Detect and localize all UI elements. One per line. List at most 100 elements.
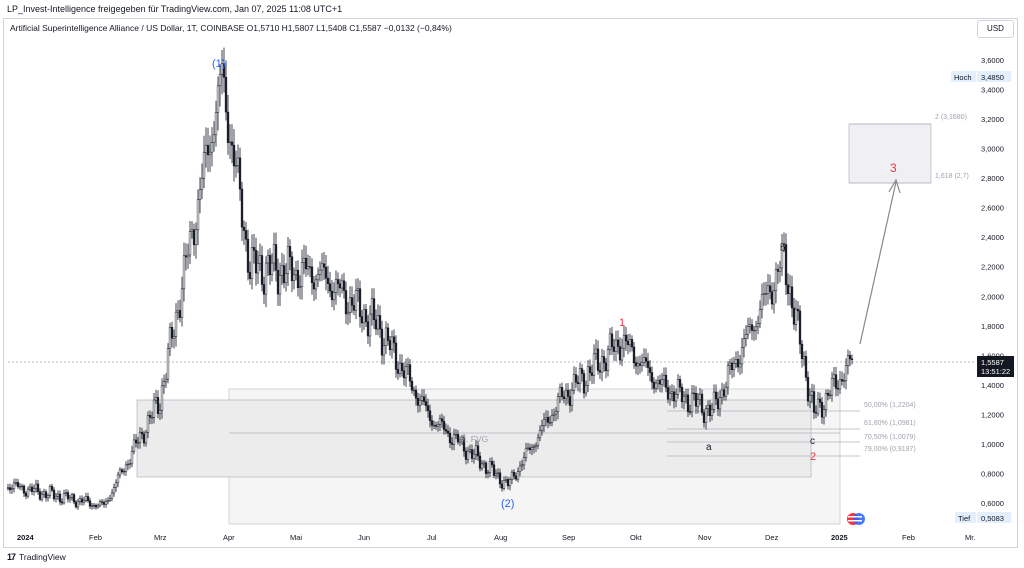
candle-body [680,386,684,402]
candle-body [316,274,320,281]
candle-body [160,385,164,411]
candle-body [50,486,54,491]
candle-body [572,374,576,391]
candle-body [432,424,436,427]
price-axis[interactable]: 3,6000 3,4000 3,2000 3,0000 2,8000 2,6000 2,40… [981,56,1004,508]
candle-body [756,323,760,328]
candle-body [714,391,718,400]
candle-body [92,504,96,507]
candle-body [694,393,698,407]
candle-body [840,379,844,382]
candle-body [296,269,300,288]
candle-body [284,273,288,284]
candle-body [90,505,94,507]
currency-button[interactable]: USD [977,20,1014,38]
wave-1-blue-label: (1) [212,58,225,70]
candle-body [820,401,824,418]
candle-body [8,487,12,491]
time-axis[interactable]: 2024 Feb Mrz Apr Mai Jun Jul Aug Sep Okt Nov Dez 202… [17,533,975,542]
price-tick-label: 1,8000 [981,322,1004,331]
candle-body [462,437,466,452]
candle-body [312,282,316,290]
candle-body [210,142,214,153]
candle-body [604,362,608,372]
price-tick-label: 1,6000 [981,351,1004,360]
candle-body [758,309,762,324]
candle-body [196,199,200,231]
candle-body [98,501,102,506]
candle-body [614,339,618,352]
candle-body [138,431,142,443]
candle-body [624,334,628,342]
low-label: Tief [958,514,971,523]
high-label: Hoch [954,73,972,82]
candle-body [814,412,818,414]
candle-body [566,390,570,397]
candle-body [150,417,154,419]
demand-zone [136,399,812,478]
candle-body [40,493,44,500]
candle-body [28,486,32,490]
candle-body [320,263,324,271]
candle-body [156,397,160,414]
candle-body [78,498,82,502]
candle-body [318,269,322,275]
candle-body [738,363,742,368]
candle-body [304,257,308,270]
candle-body [560,387,564,397]
candle-body [828,394,832,397]
candle-body [112,487,116,494]
fib-lines [229,123,931,457]
candle-body [790,286,794,309]
current-price-value: 1,5587 [981,358,1004,367]
candle-body [222,63,226,78]
time-tick-label: Apr [223,533,235,542]
candle-body [402,370,406,379]
candle-body [102,502,106,505]
candle-body [648,367,652,373]
candle-body [396,369,400,374]
candle-body [414,389,418,399]
candle-body [142,433,146,444]
candle-body [576,381,580,384]
candle-body [580,368,584,374]
candle-body [650,372,654,383]
candle-body [198,189,202,200]
candle-body [710,409,714,416]
candle-body [136,442,140,444]
candle-body [252,247,256,251]
candle-body [646,360,650,368]
candle-body [186,254,190,258]
high-value: 3,4850 [981,73,1004,82]
candle-body [180,288,184,318]
candle-body [368,313,372,337]
fvg-label: M. FVG [459,434,488,444]
candle-body [632,346,636,363]
time-tick-label: Jun [358,533,370,542]
time-tick-label: Dez [765,533,779,542]
candle-body [442,420,446,430]
candle-body [794,308,798,325]
candle-body [270,262,274,275]
symbol-ohlc-line: Artificial Superintelligence Alliance / … [10,23,452,33]
candle-body [752,329,756,332]
event-flag-icon[interactable] [847,513,865,525]
candle-body [792,307,796,325]
candle-body [666,387,670,400]
candle-body [740,347,744,365]
candle-body [372,298,376,321]
candle-body [598,370,602,373]
candle-body [618,346,622,361]
candle-body [558,387,562,397]
candle-body [682,395,686,402]
candle-body [822,409,826,418]
candle-body [554,411,558,415]
candle-body [94,504,98,508]
candle-body [552,413,556,416]
candle-body [670,391,674,394]
candle-body [582,373,586,394]
candle-body [836,388,840,390]
tradingview-brand[interactable]: 17 TradingView [7,552,66,562]
candle-body [704,408,708,423]
